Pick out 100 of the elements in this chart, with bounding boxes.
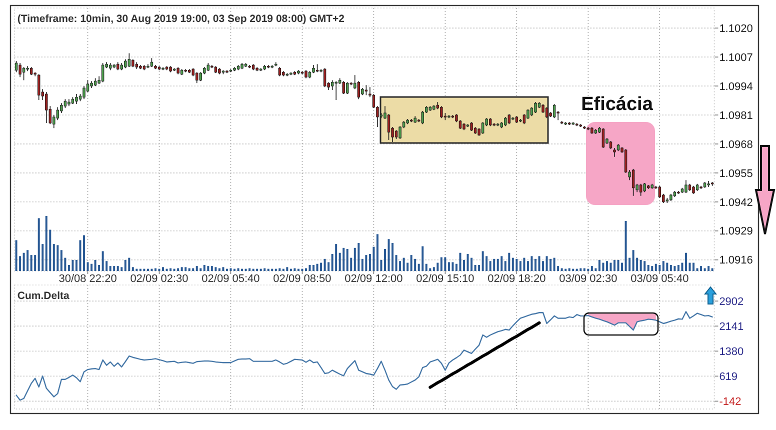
- bar: [621, 262, 624, 271]
- candlestick: [196, 72, 198, 84]
- text: (Timeframe: 10min, 30 Aug 2019 19:00, 03 Sep 2019 08:00) GMT+2: [17, 13, 345, 25]
- bar: [120, 267, 123, 271]
- bar: [444, 257, 446, 271]
- candlestick: [632, 168, 635, 196]
- candlestick: [552, 104, 556, 119]
- y-tick-label: 1.0929: [719, 226, 753, 238]
- bar: [496, 258, 499, 271]
- bar: [681, 262, 684, 271]
- bar: [26, 250, 29, 271]
- candlestick: [330, 80, 334, 90]
- bar: [210, 266, 213, 271]
- bar: [474, 264, 476, 271]
- candlestick: [14, 60, 18, 73]
- bar: [523, 258, 526, 271]
- bar: [388, 239, 390, 271]
- x-tick-label: 02/09 18:20: [488, 273, 546, 285]
- bar: [346, 249, 348, 271]
- bar: [192, 268, 194, 271]
- candlestick: [128, 52, 130, 68]
- x-tick-label: 03/09 05:40: [630, 273, 689, 285]
- bar: [534, 258, 536, 271]
- bar: [470, 258, 473, 271]
- bar: [610, 262, 612, 271]
- candlestick: [602, 128, 605, 148]
- candlestick: [45, 92, 48, 124]
- bar: [116, 266, 119, 271]
- candlestick: [639, 183, 642, 196]
- annotation: Eficácia: [581, 94, 654, 115]
- bar: [128, 258, 130, 271]
- bar: [684, 252, 687, 271]
- bar: [22, 252, 25, 271]
- candlestick: [440, 106, 443, 119]
- bar: [448, 262, 450, 271]
- bar: [538, 256, 540, 271]
- bar: [459, 252, 462, 271]
- bar: [432, 267, 435, 271]
- bar: [422, 246, 424, 271]
- bar: [402, 258, 405, 271]
- bar: [580, 268, 582, 271]
- y-tick-label: 619: [719, 370, 738, 383]
- bar: [436, 262, 439, 271]
- bar: [602, 262, 604, 271]
- bar: [188, 268, 190, 271]
- bar: [452, 262, 454, 271]
- y-tick-label: 1380: [719, 346, 744, 358]
- bar: [583, 268, 586, 271]
- bar: [425, 264, 428, 271]
- y-tick-label: 1.0916: [719, 254, 753, 267]
- bar: [200, 268, 202, 271]
- candlestick: [526, 108, 530, 120]
- bar: [704, 268, 706, 271]
- bar: [94, 260, 96, 271]
- bar: [222, 267, 224, 271]
- x-tick-label: 03/09 02:30: [559, 273, 618, 285]
- bar: [342, 248, 345, 271]
- bar: [372, 246, 375, 271]
- candlestick: [278, 66, 281, 77]
- y-tick-label: 1.0981: [719, 110, 753, 122]
- bar: [38, 218, 40, 271]
- bar: [203, 264, 206, 271]
- line-series: [16, 311, 713, 401]
- bar: [662, 261, 664, 271]
- bar: [440, 257, 442, 271]
- bar: [410, 255, 412, 271]
- bar: [34, 255, 36, 271]
- x-tick-label: 02/09 05:40: [202, 273, 260, 285]
- bar: [86, 262, 89, 271]
- candlestick: [346, 82, 349, 94]
- bar: [230, 268, 232, 271]
- bar: [647, 264, 650, 271]
- bar: [264, 268, 266, 271]
- y-tick-label: 2141: [719, 320, 744, 333]
- bar: [294, 268, 296, 271]
- line-series: [428, 321, 541, 389]
- bar: [613, 260, 616, 271]
- bar: [677, 264, 680, 271]
- bar: [414, 258, 416, 271]
- bar: [568, 268, 570, 271]
- y-tick-label: 1.1007: [719, 52, 753, 64]
- candlestick: [334, 80, 338, 100]
- bar: [478, 264, 480, 271]
- bar: [500, 256, 503, 271]
- bar: [316, 264, 318, 271]
- candlestick: [323, 68, 326, 88]
- bar: [594, 268, 597, 271]
- candlestick: [508, 114, 510, 125]
- bar: [312, 264, 315, 271]
- bar: [52, 244, 55, 271]
- candlestick: [643, 182, 646, 192]
- bar: [177, 268, 180, 271]
- candlestick: [22, 66, 26, 81]
- bar: [632, 250, 634, 271]
- y-tick-label: -142: [719, 396, 742, 408]
- candlestick: [658, 185, 661, 198]
- bar: [361, 258, 364, 271]
- bar: [466, 254, 469, 271]
- bar: [278, 268, 281, 271]
- bar: [83, 235, 86, 271]
